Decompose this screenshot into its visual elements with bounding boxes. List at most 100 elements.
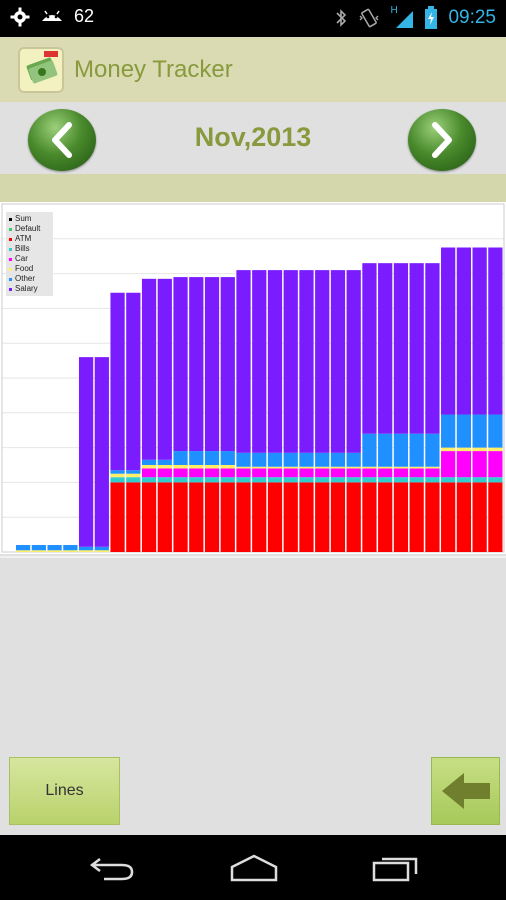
bar-segment-other: [47, 545, 62, 551]
bar-segment-bills: [409, 477, 424, 483]
bar-segment-food: [441, 447, 456, 452]
bar-segment-bills: [346, 477, 361, 483]
bar-segment-food: [78, 550, 94, 552]
bar-segment-atm: [252, 482, 267, 552]
bar-segment-food: [220, 465, 235, 469]
bar-segment-other: [94, 546, 109, 551]
bar-segment-atm: [173, 482, 188, 552]
bar-segment-bills: [441, 477, 456, 483]
bar-segment-food: [16, 550, 31, 552]
bar-segment-other: [472, 414, 487, 448]
status-bar: 62 H 09:25: [0, 0, 506, 37]
bar-segment-food: [47, 550, 62, 552]
bar-segment-other: [110, 470, 125, 474]
home-icon[interactable]: [228, 853, 280, 883]
bar-segment-atm: [267, 482, 283, 552]
bar-segment-other: [393, 433, 409, 467]
bar-segment-bills: [236, 477, 251, 483]
android-icon: [42, 10, 62, 21]
bar-segment-salary: [488, 247, 503, 415]
bar-segment-other: [299, 452, 314, 467]
notification-count: 62: [74, 6, 95, 26]
bar-segment-car: [220, 468, 235, 478]
bar-segment-salary: [157, 278, 172, 460]
previous-month-button[interactable]: [28, 109, 96, 171]
bar-segment-bills: [189, 477, 204, 483]
bar-segment-atm: [220, 482, 235, 552]
bar-segment-bills: [283, 477, 298, 483]
app-bar: Money Tracker: [0, 37, 506, 102]
chevron-left-icon: [52, 122, 72, 158]
legend-label: Bills: [15, 244, 30, 253]
bar-segment-salary: [472, 247, 487, 415]
bar-segment-other: [441, 414, 456, 448]
legend-item: Other: [9, 274, 51, 284]
bar-segment-food: [236, 466, 251, 469]
bar-segment-atm: [346, 482, 361, 552]
bar-segment-bills: [362, 477, 377, 483]
bar-segment-salary: [236, 270, 251, 453]
bar-segment-other: [220, 451, 235, 465]
bar-segment-atm: [362, 482, 377, 552]
chart-legend: Sum Default ATM Bills Car Food Other Salary: [6, 212, 53, 296]
legend-item: Salary: [9, 284, 51, 294]
battery-icon: [425, 6, 438, 29]
bar-segment-salary: [283, 270, 298, 453]
bar-segment-bills: [299, 477, 314, 483]
bar-segment-food: [283, 466, 298, 469]
bar-segment-salary: [409, 263, 424, 434]
bar-segment-food: [362, 466, 377, 469]
bar-segment-car: [173, 468, 188, 478]
bar-segment-atm: [157, 482, 172, 552]
bar-segment-other: [141, 459, 157, 465]
bar-segment-other: [409, 433, 424, 467]
back-icon[interactable]: [88, 853, 136, 883]
bar-segment-car: [189, 468, 204, 478]
bar-segment-salary: [267, 270, 283, 453]
legend-label: Sum: [15, 214, 32, 223]
bar-segment-food: [456, 447, 472, 452]
bar-segment-atm: [441, 482, 456, 552]
bar-segment-atm: [141, 482, 157, 552]
bar-segment-salary: [456, 247, 472, 415]
legend-label: Default: [15, 224, 41, 233]
bar-segment-car: [283, 468, 298, 478]
system-navigation-bar: [0, 835, 506, 900]
bar-segment-other: [267, 452, 283, 467]
bar-segment-atm: [236, 482, 251, 552]
recents-icon[interactable]: [370, 853, 420, 883]
bar-segment-food: [126, 473, 141, 478]
bar-segment-salary: [252, 270, 267, 453]
bar-segment-atm: [456, 482, 472, 552]
bar-segment-car: [346, 468, 361, 478]
back-button[interactable]: [431, 757, 500, 825]
chart-canvas: [1, 203, 505, 553]
legend-label: ATM: [15, 234, 32, 243]
bar-segment-salary: [362, 263, 377, 434]
bar-segment-atm: [126, 482, 141, 552]
bar-segment-salary: [78, 357, 94, 547]
legend-item: ATM: [9, 234, 51, 244]
bar-segment-food: [346, 466, 361, 469]
bar-segment-atm: [330, 482, 346, 552]
signal-indicator: H: [390, 5, 414, 29]
legend-swatch: [9, 237, 12, 241]
legend-swatch: [9, 257, 12, 261]
legend-swatch: [9, 227, 12, 231]
bar-segment-bills: [315, 477, 330, 483]
lines-button[interactable]: Lines: [9, 757, 120, 825]
bar-segment-atm: [204, 482, 220, 552]
bar-segment-food: [63, 550, 78, 552]
legend-item: Food: [9, 264, 51, 274]
next-month-button[interactable]: [408, 109, 476, 171]
bar-segment-car: [362, 468, 377, 478]
legend-item: Bills: [9, 244, 51, 254]
bar-segment-food: [393, 466, 409, 469]
bar-segment-other: [362, 433, 377, 467]
bar-segment-bills: [110, 477, 125, 483]
bar-segment-atm: [110, 482, 125, 552]
bar-segment-atm: [378, 482, 393, 552]
bar-segment-bills: [252, 477, 267, 483]
bar-segment-bills: [126, 477, 141, 483]
bar-segment-bills: [472, 477, 487, 483]
